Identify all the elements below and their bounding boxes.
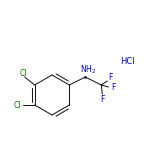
Text: F: F [111,83,116,92]
Text: F: F [108,74,112,83]
Text: Cl: Cl [20,69,27,78]
Text: F: F [100,95,105,104]
Text: HCl: HCl [120,57,134,67]
Text: NH$_2$: NH$_2$ [80,64,96,76]
Text: Cl: Cl [14,100,21,109]
